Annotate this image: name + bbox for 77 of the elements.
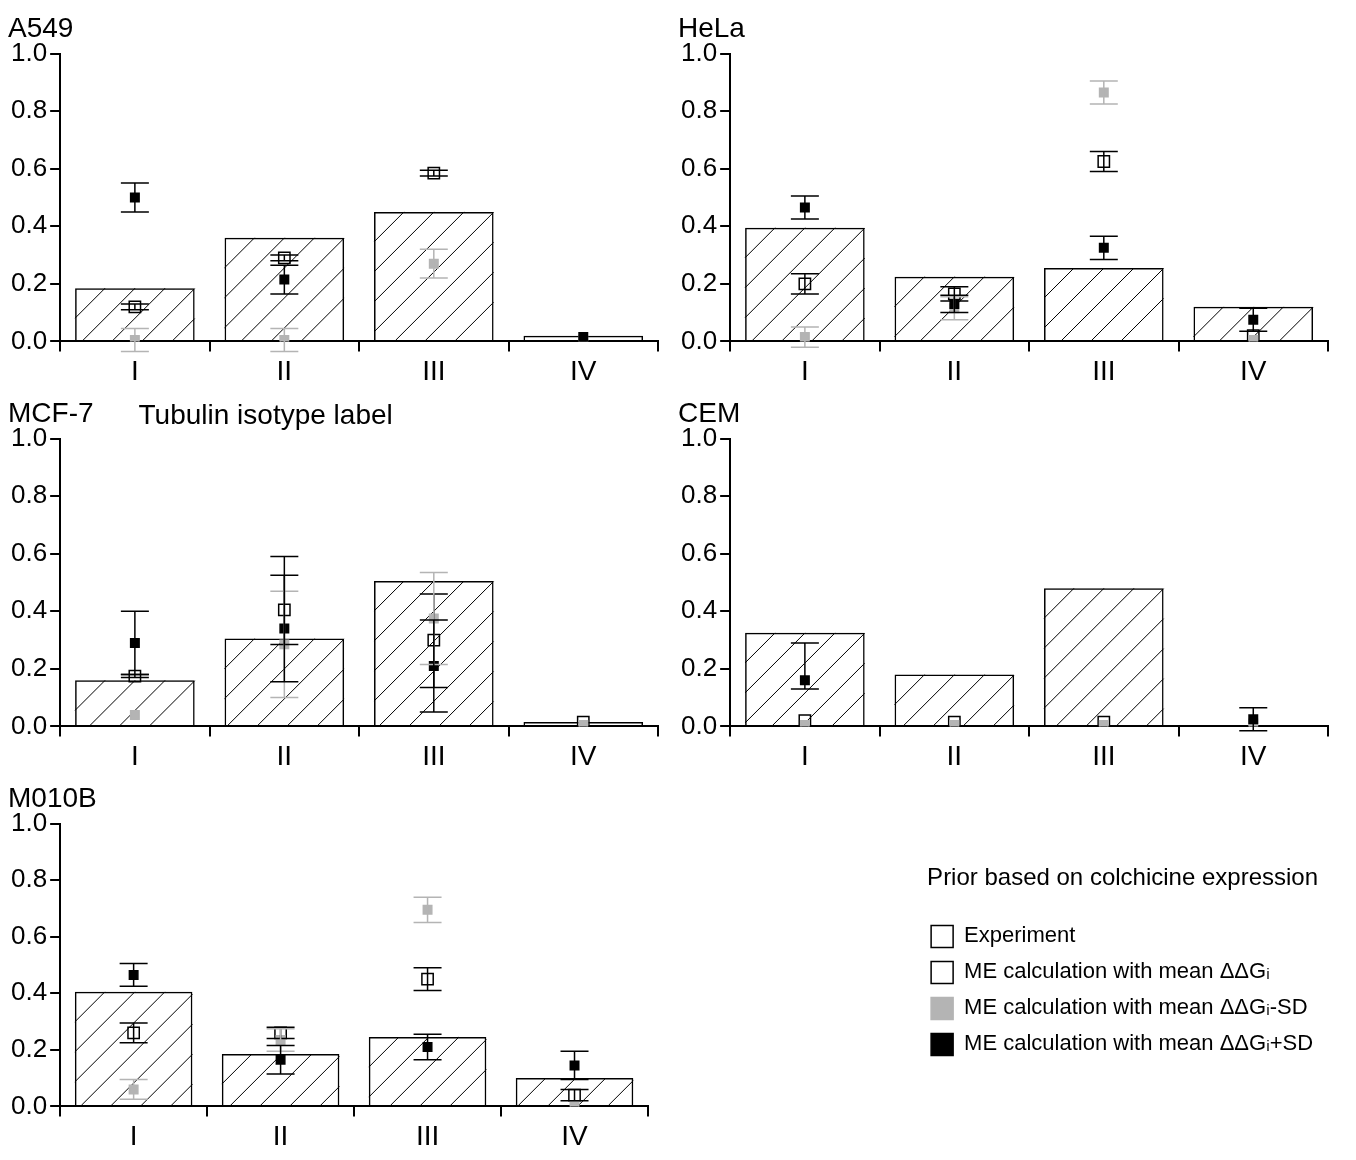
y-tick-label: 0.0: [680, 324, 718, 355]
x-tick-label: II: [276, 739, 293, 771]
point: [798, 277, 812, 291]
x-tick-label: IV: [1240, 739, 1267, 771]
y-tick-label: 0.6: [680, 536, 718, 567]
y-tick-label: 0.6: [10, 151, 48, 182]
x-tick-label: III: [1092, 739, 1116, 771]
x-tick-label: II: [946, 354, 963, 386]
legend-title: Prior based on colchicine expression: [927, 863, 1319, 891]
y-tick-label: 0.2: [10, 652, 48, 683]
y-tick-label: 0.4: [10, 594, 48, 625]
y-tick-label: 0.8: [10, 94, 48, 125]
legend-label: Experiment: [964, 922, 1076, 948]
y-tick-label: 0.6: [10, 919, 48, 950]
point: [422, 904, 433, 915]
y-tick-label: 0.2: [680, 267, 718, 298]
point: [576, 715, 590, 727]
y-tick-label: 0.0: [10, 324, 48, 355]
legend-label: ME calculation with mean ΔΔGᵢ+SD: [964, 1030, 1314, 1056]
y-tick-label: 0.8: [680, 94, 718, 125]
point: [279, 274, 290, 285]
y-tick-label: 0.4: [10, 209, 48, 240]
y-tick-label: 0.0: [10, 1089, 48, 1120]
x-tick-label: IV: [570, 739, 597, 771]
x-tick-label: III: [1092, 354, 1116, 386]
y-tick-label: 0.4: [10, 976, 48, 1007]
point: [569, 1060, 580, 1071]
x-tick-label: IV: [561, 1119, 589, 1151]
y-tick-label: 0.0: [680, 709, 718, 740]
y-tick-label: 0.0: [10, 709, 48, 740]
y-tick-label: 0.4: [680, 594, 718, 625]
point: [568, 1088, 581, 1102]
point: [128, 969, 139, 980]
y-tick-label: 0.8: [10, 863, 48, 894]
x-tick-label: II: [946, 739, 963, 771]
point: [427, 633, 441, 647]
legend-label: ME calculation with mean ΔΔGᵢ: [964, 958, 1270, 984]
point: [1248, 314, 1259, 325]
x-tick-label: I: [130, 354, 139, 386]
point: [129, 709, 140, 720]
point: [1097, 155, 1111, 168]
y-tick-label: 0.4: [680, 209, 718, 240]
y-tick-label: 0.8: [10, 479, 48, 510]
x-tick-label: III: [415, 1119, 440, 1151]
point: [128, 1084, 139, 1095]
legend-label: ME calculation with mean ΔΔGᵢ-SD: [964, 994, 1308, 1020]
x-tick-label: I: [129, 1119, 138, 1151]
x-tick-label: IV: [570, 354, 597, 386]
y-tick-label: 0.6: [10, 536, 48, 567]
y-tick-label: 0.2: [10, 267, 48, 298]
x-tick-label: III: [422, 739, 446, 771]
x-tick-label: I: [800, 739, 809, 771]
y-tick-label: 0.8: [680, 479, 718, 510]
point: [578, 719, 589, 727]
x-tick-label: IV: [1240, 354, 1267, 386]
x-tick-label: I: [800, 354, 809, 386]
point: [279, 623, 290, 634]
point: [277, 603, 291, 617]
x-tick-label: II: [272, 1119, 289, 1151]
y-tick-label: 0.2: [680, 652, 718, 683]
point: [277, 251, 291, 265]
y-tick-label: 0.6: [680, 151, 718, 182]
point: [1248, 334, 1259, 342]
text: Tubulin isotype label: [138, 398, 393, 430]
x-tick-label: III: [422, 354, 446, 386]
point: [421, 972, 434, 986]
point: [128, 669, 142, 683]
point: [422, 1042, 433, 1053]
point: [947, 287, 961, 301]
point: [127, 1026, 141, 1040]
point: [128, 300, 142, 314]
point: [275, 1054, 286, 1065]
y-tick-label: 0.2: [10, 1033, 48, 1064]
x-tick-label: II: [276, 354, 293, 386]
point: [427, 166, 441, 180]
x-tick-label: I: [130, 739, 139, 771]
point: [1246, 329, 1260, 342]
